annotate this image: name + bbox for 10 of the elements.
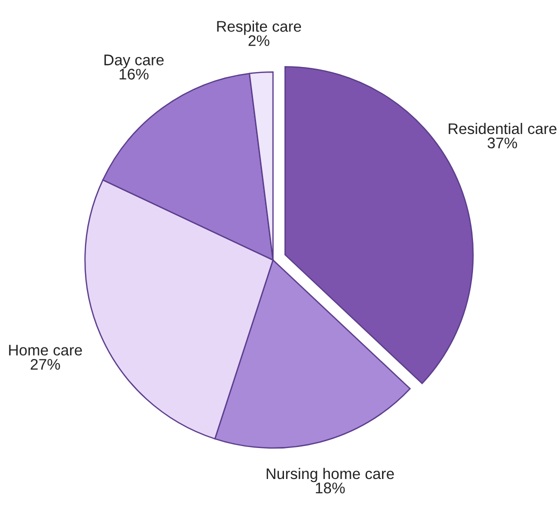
- data-label: 37%: [488, 138, 518, 148]
- slice-label: Home care: [9, 344, 82, 356]
- slice-label: Residential care: [448, 122, 556, 134]
- data-label: 18%: [316, 482, 345, 494]
- data-label: 27%: [30, 358, 60, 370]
- data-label: 16%: [120, 68, 149, 80]
- data-label: 2%: [248, 35, 270, 46]
- slice-label: Respite care: [217, 20, 302, 35]
- slice-label: Day care: [104, 54, 164, 68]
- slice-label: Nursing home care: [266, 468, 394, 482]
